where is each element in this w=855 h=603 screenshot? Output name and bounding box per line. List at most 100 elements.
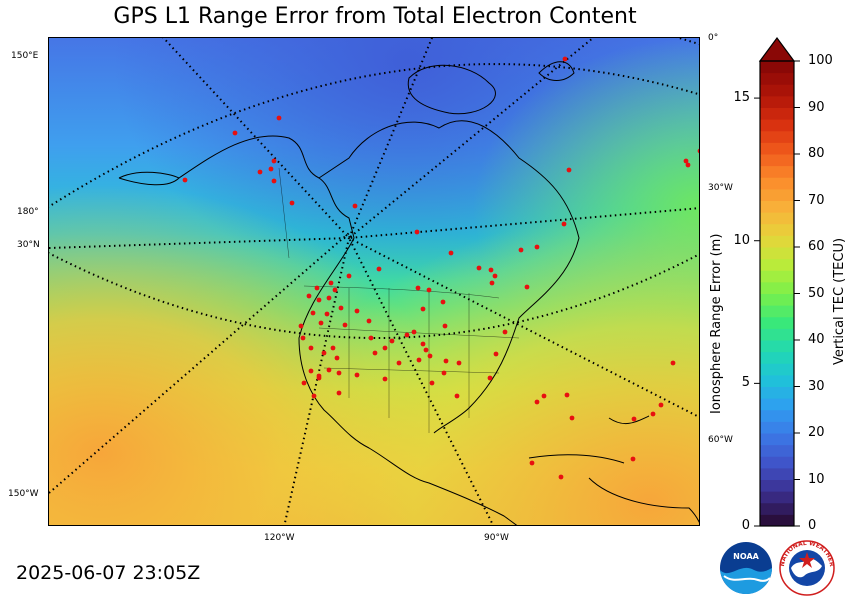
tec-tick-label: 70 [808, 192, 825, 208]
colorbar-swatch [760, 479, 794, 492]
station-marker [448, 250, 454, 256]
station-marker [332, 287, 338, 293]
timestamp: 2025-06-07 23:05Z [16, 562, 201, 584]
colorbar-swatch [760, 351, 794, 364]
tec-tick-label: 90 [808, 99, 825, 115]
station-marker [534, 244, 540, 250]
colorbar-swatch [760, 409, 794, 422]
tec-tick-label: 20 [808, 425, 825, 440]
station-marker [441, 370, 447, 376]
range-error-tick-label: 0 [741, 518, 750, 533]
station-marker [276, 115, 282, 121]
colorbar-swatch [760, 328, 794, 341]
station-marker [411, 329, 417, 335]
colorbar-swatch [760, 142, 794, 155]
colorbar-swatch [760, 491, 794, 504]
station-marker [308, 368, 314, 374]
station-marker [326, 367, 332, 373]
station-marker [650, 411, 656, 417]
colorbar-swatch [760, 281, 794, 294]
lon-label-150w: 150°W [8, 489, 39, 499]
colorbar-swatch [760, 340, 794, 353]
range-error-tick-label: 15 [733, 90, 750, 106]
tec-colorbar [754, 36, 800, 527]
station-marker [271, 158, 277, 164]
lat-label-30n: 30°N [17, 240, 40, 250]
station-marker [328, 280, 334, 286]
tec-map[interactable] [48, 37, 700, 526]
colorbar-swatch [760, 514, 794, 527]
colorbar-extend-arrow [758, 36, 796, 62]
station-marker [426, 287, 432, 293]
nws-logo: NATIONAL WEATHER SERVICE [778, 540, 835, 596]
colorbar-swatch [760, 61, 794, 74]
station-marker [298, 323, 304, 329]
colorbar-swatch [760, 502, 794, 515]
lon-label-0: 0° [708, 33, 719, 43]
colorbar-swatch [760, 363, 794, 376]
tec-tick-label: 40 [808, 332, 825, 347]
range-error-axis-title: Ionosphere Range Error (m) [709, 233, 724, 414]
station-marker [346, 273, 352, 279]
station-marker [334, 355, 340, 361]
station-marker [352, 203, 358, 209]
station-marker [487, 375, 493, 381]
tec-tick-label: 50 [808, 285, 825, 301]
lon-label-180: 180° [17, 207, 39, 217]
borders [278, 167, 520, 433]
colorbar-swatch [760, 130, 794, 143]
station-marker [314, 285, 320, 291]
station-marker [442, 323, 448, 329]
tec-axis-title: Vertical TEC (TECU) [832, 237, 847, 365]
station-marker [440, 299, 446, 305]
station-marker [310, 310, 316, 316]
svg-text:NOAA: NOAA [733, 552, 759, 561]
station-marker [420, 341, 426, 347]
station-marker [524, 284, 530, 290]
lon-label-150e: 150°E [11, 51, 39, 61]
lon-label-90w: 90°W [484, 533, 509, 543]
station-marker [336, 390, 342, 396]
colorbar-swatch [760, 223, 794, 236]
colorbar-swatch [760, 421, 794, 434]
colorbar-swatch [760, 188, 794, 201]
colorbar-swatch [760, 305, 794, 318]
station-marker [330, 345, 336, 351]
station-marker [271, 178, 277, 184]
colorbar-swatch [760, 212, 794, 225]
station-marker [414, 229, 420, 235]
station-marker [301, 380, 307, 386]
station-marker [476, 265, 482, 271]
station-marker [562, 56, 568, 62]
colorbar-swatch [760, 107, 794, 120]
station-marker [429, 380, 435, 386]
station-marker [342, 322, 348, 328]
station-marker [566, 167, 572, 173]
lon-label-30w: 30°W [708, 183, 733, 193]
colorbar-swatch [760, 200, 794, 213]
colorbar-swatch [760, 119, 794, 132]
colorbar-swatch [760, 177, 794, 190]
station-marker [372, 350, 378, 356]
station-marker [488, 267, 494, 273]
station-marker [338, 305, 344, 311]
station-marker [518, 247, 524, 253]
station-marker [308, 345, 314, 351]
noaa-logo: NOAA [720, 542, 772, 594]
colorbar-swatch [760, 456, 794, 469]
colorbar-swatch [760, 293, 794, 306]
station-marker [697, 148, 699, 154]
station-marker [306, 293, 312, 299]
station-marker [289, 200, 295, 206]
colorbar-swatch [760, 247, 794, 260]
colorbar-swatch [760, 433, 794, 446]
tec-tick-label: 80 [808, 146, 825, 161]
colorbar-swatch [760, 398, 794, 411]
station-marker [415, 285, 421, 291]
station-marker [300, 335, 306, 341]
station-marker [326, 295, 332, 301]
colorbar-swatch [760, 235, 794, 248]
station-marker [454, 393, 460, 399]
colorbar-swatch [760, 95, 794, 108]
station-marker [529, 460, 535, 466]
